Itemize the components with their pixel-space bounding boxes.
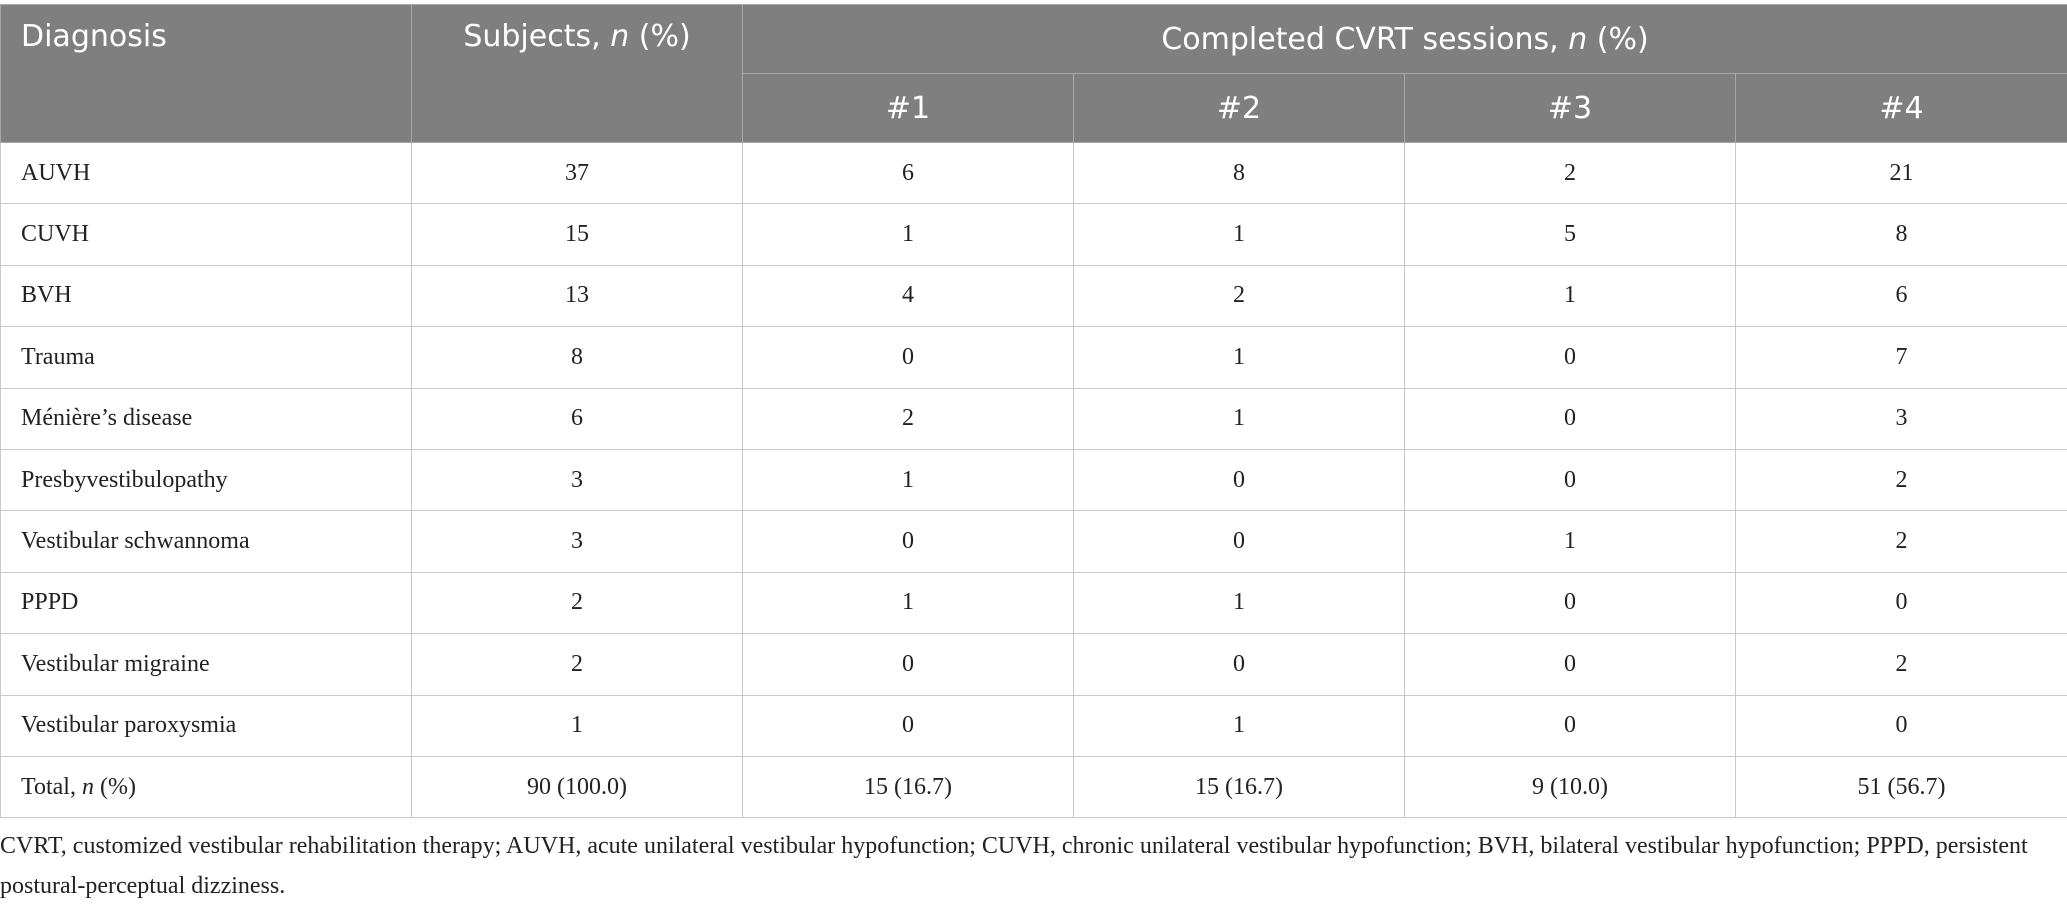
cell: 1 bbox=[1073, 694, 1405, 757]
cell: 1 bbox=[1404, 264, 1736, 328]
cell: Vestibular migraine bbox=[0, 633, 412, 696]
cell: 3 bbox=[411, 510, 743, 573]
cell: 2 bbox=[1735, 510, 2067, 573]
cell: 2 bbox=[1735, 633, 2067, 696]
text: Total, bbox=[21, 773, 82, 800]
cell: 1 bbox=[1073, 387, 1405, 450]
header-cell: #4 bbox=[1735, 73, 2067, 143]
table-body: AUVH 37 6 8 2 21 CUVH 15 1 1 5 8 BVH 13 4 2 1 6 Trauma 8 0 1 0… bbox=[0, 141, 2067, 819]
cell: 0 bbox=[742, 510, 1074, 573]
cell: 0 bbox=[1735, 571, 2067, 635]
cell: CUVH bbox=[0, 203, 412, 266]
cell: 15 bbox=[411, 203, 743, 266]
cell: 0 bbox=[1404, 387, 1736, 450]
text: (%) bbox=[1587, 21, 1649, 57]
text: Subjects, bbox=[463, 19, 611, 54]
table-row: Ménière’s disease 6 2 1 0 3 bbox=[0, 387, 2067, 450]
cell: 37 bbox=[411, 141, 743, 205]
cell: 0 bbox=[742, 633, 1074, 696]
cell: 7 bbox=[1735, 326, 2067, 389]
cell: 0 bbox=[1073, 633, 1405, 696]
header-cell: Completed CVRT sessions, n (%) bbox=[742, 4, 2067, 74]
cell: 0 bbox=[1073, 510, 1405, 573]
footnote: CVRT, customized vestibular rehabilitati… bbox=[0, 833, 2028, 899]
cell: 5 bbox=[1404, 203, 1736, 266]
table-row: AUVH 37 6 8 2 21 bbox=[0, 141, 2067, 205]
text: n bbox=[610, 19, 630, 54]
table: Diagnosis Subjects, n (%) Completed CVRT… bbox=[0, 4, 2067, 819]
cell: 0 bbox=[1404, 633, 1736, 696]
table-row: Presbyvestibulopathy 3 1 0 0 2 bbox=[0, 448, 2067, 512]
cell: 2 bbox=[742, 387, 1074, 450]
cell: Trauma bbox=[0, 326, 412, 389]
text: Completed CVRT sessions, bbox=[1161, 21, 1569, 57]
cell: 0 bbox=[1404, 571, 1736, 635]
cell: BVH bbox=[0, 264, 412, 328]
table-row: Vestibular paroxysmia 1 0 1 0 0 bbox=[0, 694, 2067, 757]
text: (%) bbox=[93, 773, 136, 800]
table-row: BVH 13 4 2 1 6 bbox=[0, 264, 2067, 328]
text: n bbox=[1568, 21, 1588, 57]
cell: 0 bbox=[742, 694, 1074, 757]
cell: 8 bbox=[411, 326, 743, 389]
cell: 21 bbox=[1735, 141, 2067, 205]
cell: 51 (56.7) bbox=[1735, 755, 2067, 819]
cell: 1 bbox=[742, 448, 1074, 512]
text: (%) bbox=[629, 19, 691, 54]
cell: 9 (10.0) bbox=[1404, 755, 1736, 819]
table-row: CUVH 15 1 1 5 8 bbox=[0, 203, 2067, 266]
cell: 15 (16.7) bbox=[1073, 755, 1405, 819]
cell: 0 bbox=[1404, 326, 1736, 389]
cell: 0 bbox=[1735, 694, 2067, 757]
header-cell: #3 bbox=[1404, 73, 1736, 143]
cell: 1 bbox=[1404, 510, 1736, 573]
cell: 2 bbox=[1073, 264, 1405, 328]
header-cell: #2 bbox=[1073, 73, 1405, 143]
header-cell: #1 bbox=[742, 73, 1074, 143]
cell: 1 bbox=[1073, 203, 1405, 266]
cell: AUVH bbox=[0, 141, 412, 205]
cell: 6 bbox=[742, 141, 1074, 205]
table-row: Vestibular migraine 2 0 0 0 2 bbox=[0, 633, 2067, 696]
cell: Ménière’s disease bbox=[0, 387, 412, 450]
table-row: Vestibular schwannoma 3 0 0 1 2 bbox=[0, 510, 2067, 573]
cell: Presbyvestibulopathy bbox=[0, 448, 412, 512]
cell: 15 (16.7) bbox=[742, 755, 1074, 819]
cell: 8 bbox=[1735, 203, 2067, 266]
cell: 0 bbox=[742, 326, 1074, 389]
cell: 6 bbox=[1735, 264, 2067, 328]
cell: 3 bbox=[1735, 387, 2067, 450]
table-row: PPPD 2 1 1 0 0 bbox=[0, 571, 2067, 635]
header-cell: Subjects, n (%) bbox=[411, 4, 743, 143]
table-row: Trauma 8 0 1 0 7 bbox=[0, 326, 2067, 389]
cell: 8 bbox=[1073, 141, 1405, 205]
cell: 3 bbox=[411, 448, 743, 512]
cell: Vestibular paroxysmia bbox=[0, 694, 412, 757]
cell: 0 bbox=[1404, 694, 1736, 757]
text: n bbox=[81, 773, 94, 800]
cell: 0 bbox=[1404, 448, 1736, 512]
cell: 2 bbox=[411, 633, 743, 696]
cell: 4 bbox=[742, 264, 1074, 328]
cell: 2 bbox=[1735, 448, 2067, 512]
cell: Vestibular schwannoma bbox=[0, 510, 412, 573]
cell: PPPD bbox=[0, 571, 412, 635]
cell: Total, n (%) bbox=[0, 755, 412, 819]
cell: 2 bbox=[1404, 141, 1736, 205]
header-row: #1 #2 #3 #4 bbox=[1, 73, 2067, 143]
cell: 90 (100.0) bbox=[411, 755, 743, 819]
cell: 1 bbox=[742, 571, 1074, 635]
header-cell: Diagnosis bbox=[0, 4, 412, 143]
cell: 0 bbox=[1073, 448, 1405, 512]
cell: 13 bbox=[411, 264, 743, 328]
cell: 1 bbox=[1073, 571, 1405, 635]
cell: 1 bbox=[411, 694, 743, 757]
cell: 1 bbox=[742, 203, 1074, 266]
total-row: Total, n (%) 90 (100.0) 15 (16.7) 15 (16.7)… bbox=[0, 755, 2067, 819]
cell: 2 bbox=[411, 571, 743, 635]
cell: 6 bbox=[411, 387, 743, 450]
cell: 1 bbox=[1073, 326, 1405, 389]
